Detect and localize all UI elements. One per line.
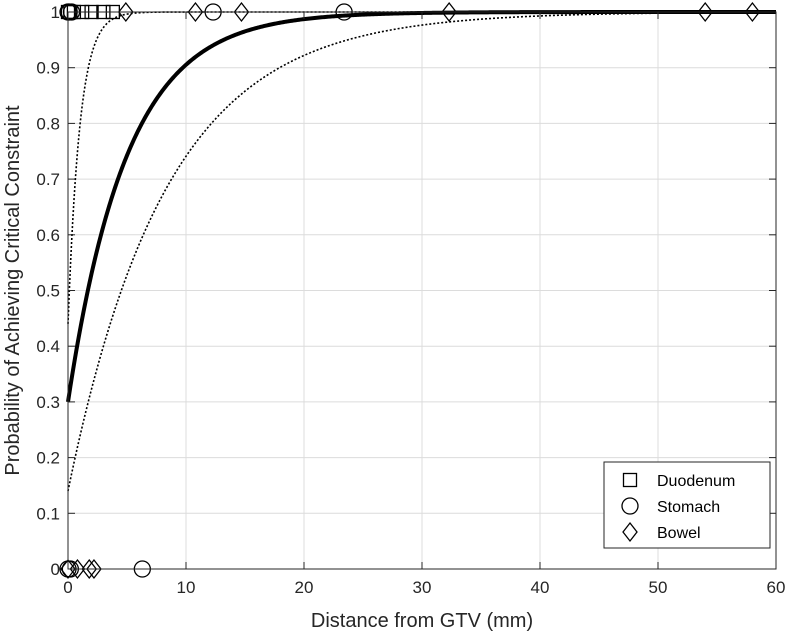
axis-ticks: 0 10 20 30 40 50 60 0 0.1 0.2 0.3 0.4 0.5 0.6 0.7 0.8 0.… <box>36 3 785 597</box>
legend-label: Stomach <box>657 499 720 516</box>
legend-diamond-marker <box>622 521 638 543</box>
diamond-marker <box>744 1 761 23</box>
y-tick-label: 0.2 <box>36 449 60 468</box>
legend: Duodenum Stomach Bowel <box>603 461 771 549</box>
diamond-marker <box>187 1 204 23</box>
x-tick-label: 50 <box>649 578 668 597</box>
y-tick-label: 0 <box>51 560 60 579</box>
legend-box <box>603 461 771 549</box>
legend-label: Duodenum <box>657 473 735 490</box>
x-tick-label: 20 <box>295 578 314 597</box>
x-tick-label: 10 <box>177 578 196 597</box>
y-axis-label: Probability of Achieving Critical Constr… <box>2 105 24 476</box>
y-tick-label: 0.5 <box>36 282 60 301</box>
y-tick-label: 1 <box>51 3 60 22</box>
x-tick-label: 60 <box>767 578 786 597</box>
y-tick-label: 0.7 <box>36 170 60 189</box>
diamond-marker <box>86 558 102 580</box>
legend-square-marker <box>622 472 638 488</box>
legend-label: Bowel <box>657 525 701 542</box>
diamond-marker <box>697 1 714 23</box>
y-tick-label: 0.8 <box>36 114 60 133</box>
legend-circle-marker <box>621 497 639 515</box>
x-axis-label: Distance from GTV (mm) <box>311 610 533 632</box>
x-tick-label: 30 <box>413 578 432 597</box>
y-tick-label: 0.9 <box>36 59 60 78</box>
y-tick-label: 0.3 <box>36 393 60 412</box>
y-tick-label: 0.1 <box>36 504 60 523</box>
diamond-marker <box>81 558 98 580</box>
diamond-marker <box>117 1 134 23</box>
y-tick-label: 0.6 <box>36 226 60 245</box>
x-tick-label: 40 <box>531 578 550 597</box>
y-tick-label: 0.4 <box>36 337 60 356</box>
diamond-marker <box>233 1 250 23</box>
diamond-marker <box>69 558 86 580</box>
diamond-marker <box>441 1 457 23</box>
x-tick-label: 0 <box>63 578 72 597</box>
